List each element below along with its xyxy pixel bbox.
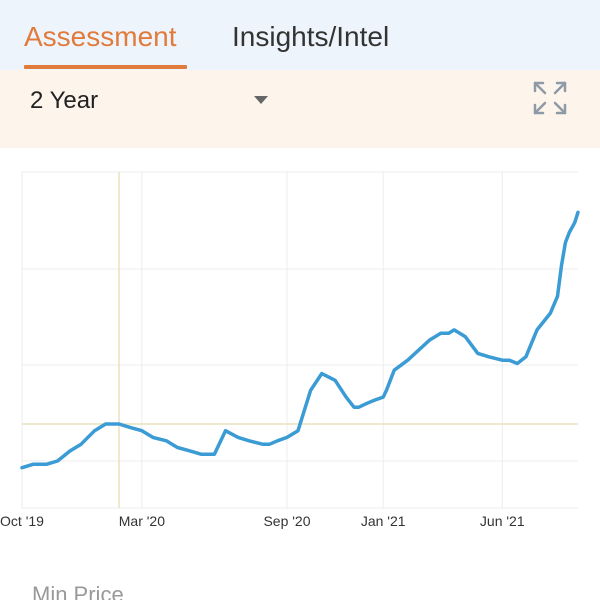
x-tick-label: Jun '21: [480, 513, 525, 529]
time-range-value: 2 Year: [30, 87, 99, 114]
min-price-label: Min Price: [32, 582, 124, 600]
filter-bar: 2 Year: [0, 70, 600, 148]
tab-bar: Assessment Insights/Intel: [0, 0, 600, 70]
x-tick-label: Oct '19: [0, 513, 44, 529]
chart-grid: [21, 171, 578, 509]
caret-down-icon: [254, 96, 268, 104]
price-chart[interactable]: Oct '19 Mar '20 Sep '20 Jan '21 Jun '21: [0, 160, 600, 540]
active-tab-indicator: [24, 65, 187, 69]
x-tick-label: Jan '21: [361, 513, 406, 529]
x-tick-label: Mar '20: [119, 513, 165, 529]
expand-chart-button[interactable]: [532, 80, 568, 116]
time-range-dropdown[interactable]: 2 Year: [30, 84, 280, 120]
tab-insights-intel[interactable]: Insights/Intel: [232, 21, 390, 52]
x-axis-labels: Oct '19 Mar '20 Sep '20 Jan '21 Jun '21: [0, 513, 525, 529]
tab-assessment[interactable]: Assessment: [24, 21, 177, 52]
price-series-line: [20, 210, 580, 470]
expand-icon: [533, 81, 567, 115]
x-tick-label: Sep '20: [263, 513, 310, 529]
